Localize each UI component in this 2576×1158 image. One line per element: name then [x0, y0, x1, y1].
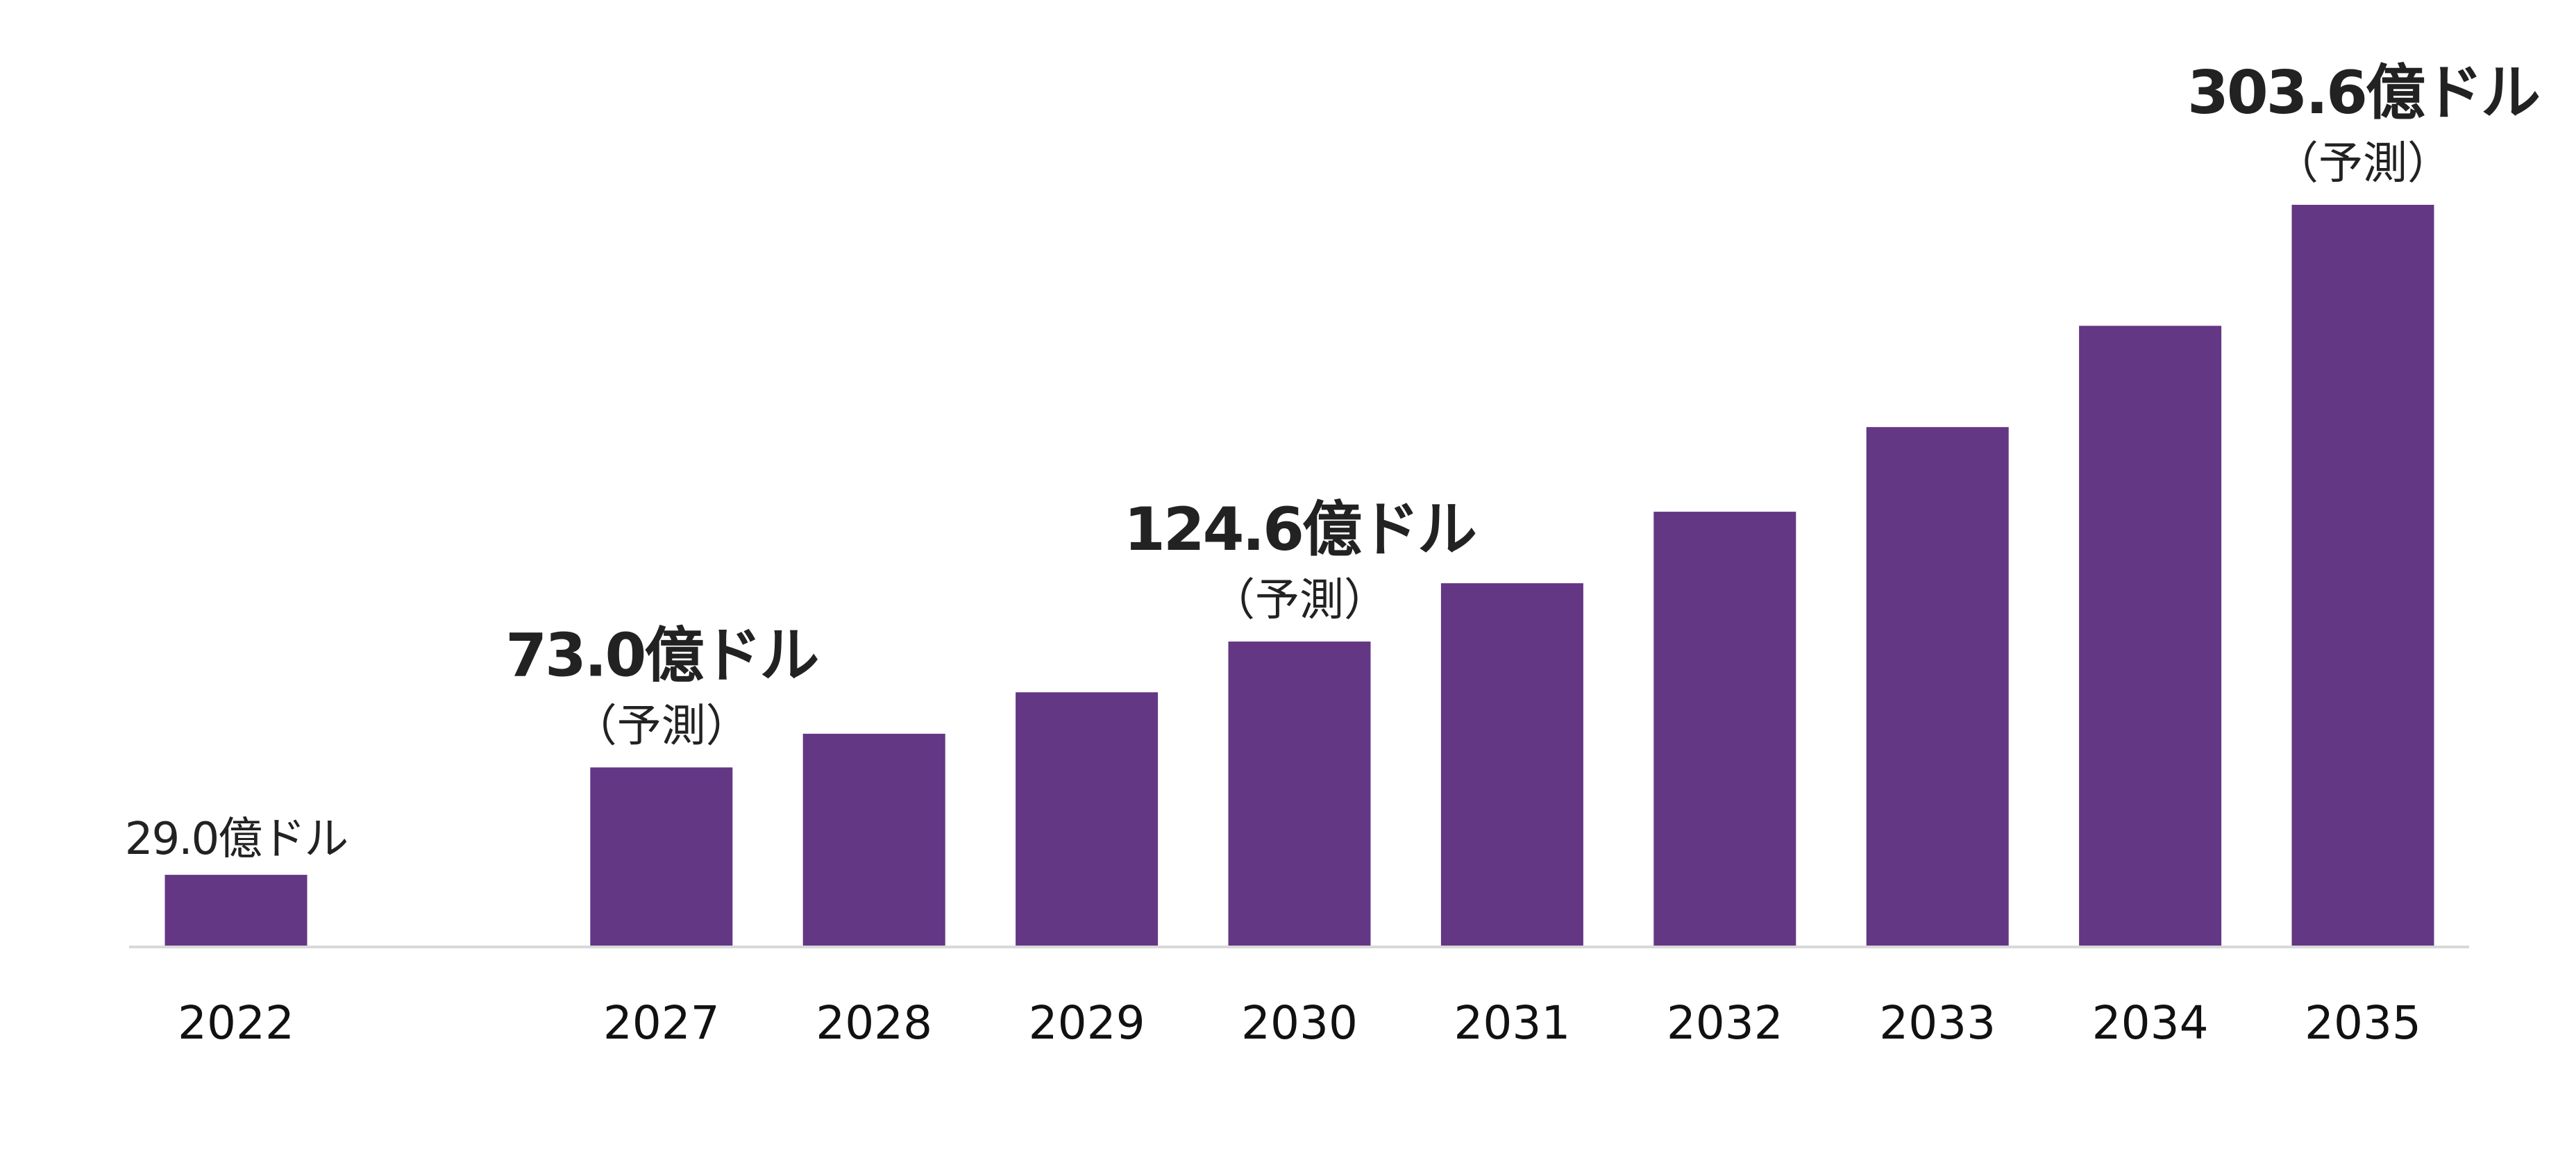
x-tick-label-2029: 2029 [1029, 996, 1145, 1050]
forecast-note-2027: （予測） [573, 700, 750, 752]
x-tick-label-2022: 2022 [178, 996, 294, 1050]
bar-2034 [2079, 326, 2222, 946]
x-tick-label-2027: 2027 [603, 996, 720, 1050]
x-tick-labels: 2022 2027 2028 2029 2030 2031 2032 2033 2034 2035 [178, 996, 2421, 1050]
bar-2030 [1228, 641, 1371, 946]
x-tick-label-2031: 2031 [1454, 996, 1570, 1050]
bar-2031 [1440, 583, 1583, 946]
value-label-2030: 124.6億ドル [1124, 495, 1476, 564]
value-label-2022: 29.0億ドル [125, 814, 348, 865]
forecast-note-2030: （予測） [1211, 575, 1388, 626]
x-tick-label-2030: 2030 [1241, 996, 1358, 1050]
bar-2029 [1016, 692, 1159, 946]
bar-2027 [590, 767, 733, 946]
bar-2033 [1866, 427, 2009, 946]
x-tick-label-2032: 2032 [1667, 996, 1783, 1050]
bar-2035 [2291, 205, 2434, 946]
value-annotations: 29.0億ドル 73.0億ドル （予測） 124.6億ドル （予測） 303.6億ドル （予… [125, 58, 2541, 865]
bar-2028 [802, 733, 945, 946]
bar-2032 [1653, 512, 1796, 946]
x-tick-label-2035: 2035 [2305, 996, 2421, 1050]
x-tick-label-2034: 2034 [2092, 996, 2209, 1050]
value-label-2027: 73.0億ドル [505, 621, 818, 690]
value-label-2035: 303.6億ドル [2187, 58, 2539, 128]
x-tick-label-2033: 2033 [1879, 996, 1996, 1050]
bar-2022 [165, 875, 308, 946]
x-tick-label-2028: 2028 [816, 996, 932, 1050]
bars-group [165, 205, 2434, 946]
forecast-note-2035: （予測） [2274, 138, 2452, 190]
